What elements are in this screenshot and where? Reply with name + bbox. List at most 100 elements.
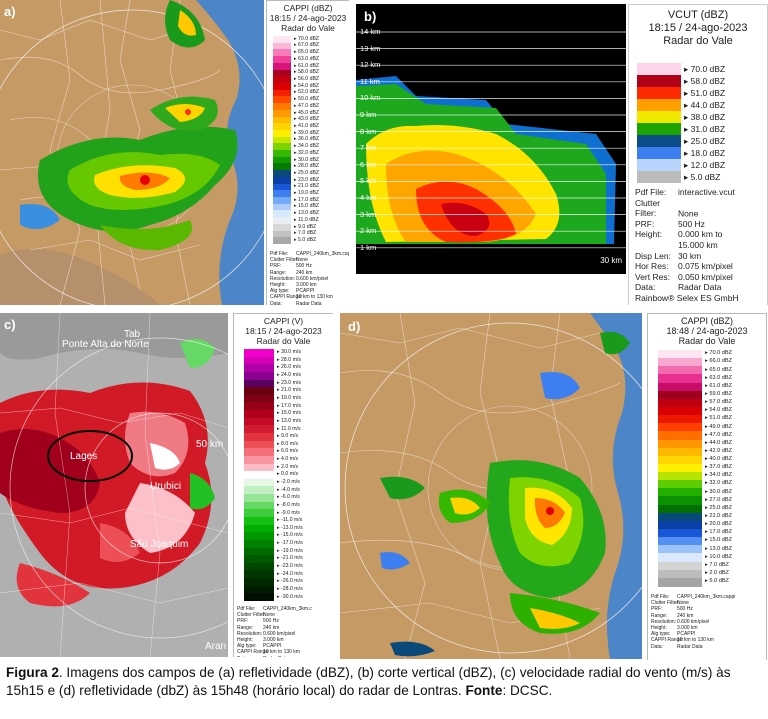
place-tab: Tab <box>124 329 141 340</box>
legend-value-label: ▸ 38.0 dBZ <box>684 111 726 122</box>
legend-color-swatch <box>637 99 681 111</box>
legend-color-swatch <box>273 156 291 164</box>
panel-a: a) CAPPI (dBZ) 18:15 / 24-ago-2023 Radar… <box>0 0 349 305</box>
legend-value-label: ▸ -24.0 m/s <box>277 570 303 577</box>
legend-info-value: 15.000 km <box>678 239 718 250</box>
legend-color-swatch <box>244 433 274 441</box>
legend-value-label: ▸ 8.0 m/s <box>277 440 299 447</box>
legend-info-row: Clutter Filter:None <box>651 600 735 606</box>
legend-value-label: ▸ 67.0 dBZ <box>294 42 320 49</box>
legend-info-row: Disp Len: 30 km <box>635 251 739 262</box>
panel-c-lages-ellipse <box>47 430 133 482</box>
legend-color-swatch <box>244 440 274 449</box>
legend-color-swatch <box>273 183 291 191</box>
legend-color-swatch <box>637 171 681 183</box>
panel-d-color-scale: ▸ 70.0 dBZ ▸ 66.0 dBZ ▸ 65.0 dBZ ▸ 63.0 dBZ… <box>658 350 764 587</box>
legend-value-label: ▸ 66.0 dBZ <box>705 358 733 365</box>
legend-info-key: Range: <box>270 269 287 276</box>
legend-info-row: Range: 240 km <box>237 625 312 631</box>
legend-color-swatch <box>658 415 702 425</box>
legend-color-swatch <box>273 210 291 218</box>
legend-info-value: PCAPPI <box>677 631 696 638</box>
legend-info-value: Radar Data <box>678 282 722 293</box>
legend-value-label: ▸ 11.0 dBZ <box>294 216 319 223</box>
panel-b-legend-title: VCUT (dBZ) <box>667 9 729 21</box>
legend-color-swatch <box>658 545 702 555</box>
legend-color-swatch <box>244 417 274 426</box>
legend-info-key: CAPPI Range: <box>237 649 270 656</box>
legend-color-swatch <box>244 585 274 594</box>
height-label: 12 km <box>360 60 381 70</box>
legend-color-swatch <box>273 223 291 231</box>
panel-d: d) CAPPI (dBZ) 18:48 / 24-ago-2023 Radar… <box>340 313 768 660</box>
legend-value-label: ▸ 17.0 dBZ <box>705 529 733 536</box>
legend-color-swatch <box>658 358 702 368</box>
legend-value-label: ▸ 13.0 m/s <box>277 417 301 424</box>
place-50km: 50 km <box>196 439 224 450</box>
legend-color-swatch <box>658 463 702 473</box>
legend-color-swatch <box>637 159 681 171</box>
legend-color-swatch <box>658 569 702 579</box>
legend-info-value: 240 km <box>296 269 313 276</box>
legend-info-value: 0.600 km/pixel <box>677 618 710 625</box>
legend-info-value: 0.050 km/pixel <box>678 271 733 282</box>
caption-source-label: Fonte <box>465 683 503 698</box>
legend-color-swatch <box>244 402 274 411</box>
place-aran: Aran <box>205 641 227 652</box>
legend-info-value: 240 km <box>677 612 694 619</box>
legend-info-key: Pdf File: <box>651 594 670 600</box>
height-label: 11 km <box>360 76 380 86</box>
legend-color-swatch <box>658 561 702 571</box>
legend-info-row: Height: 3.000 km <box>270 282 349 288</box>
height-label: 9 km <box>360 110 377 119</box>
legend-info-key: Resolution: <box>651 618 677 625</box>
legend-info-key: Range: <box>237 624 254 631</box>
legend-info-value: 500 Hz <box>678 218 705 229</box>
legend-color-swatch <box>658 520 702 530</box>
legend-color-swatch <box>637 87 681 99</box>
legend-value-label: ▸ 5.0 dBZ <box>705 578 729 585</box>
legend-value-label: ▸ 2.0 m/s <box>277 463 299 470</box>
panel-d-map: d) <box>340 313 642 659</box>
legend-info-value: Radar Data <box>263 656 289 657</box>
legend-value-label: ▸ -23.0 m/s <box>277 563 303 570</box>
legend-color-swatch <box>273 136 291 144</box>
legend-info-row: Data:Radar Data <box>237 656 312 657</box>
legend-value-label: ▸ 65.0 dBZ <box>294 49 320 56</box>
legend-value-label: ▸ 44.0 dBZ <box>705 439 733 446</box>
legend-info-row: Range: 240 km <box>270 270 349 276</box>
legend-value-label: ▸ 23.0 m/s <box>277 379 301 386</box>
legend-value-label: ▸ 61.0 dBZ <box>294 62 320 69</box>
legend-info-key: PRF: <box>651 606 663 613</box>
legend-info-value: PCAPPI <box>263 643 282 650</box>
legend-value-label: ▸ 0.0 m/s <box>277 471 299 478</box>
caption-text: . Imagens dos campos de (a) refletividad… <box>6 665 731 698</box>
legend-info-value: 3.000 km <box>263 637 284 644</box>
place-lages: Lages <box>70 451 98 462</box>
panel-d-radar-image <box>340 313 642 659</box>
legend-color-swatch <box>244 356 274 365</box>
legend-color-swatch <box>273 49 291 57</box>
panel-b-range-label: 30 km <box>600 256 622 265</box>
legend-value-label: ▸ 61.0 dBZ <box>705 382 733 389</box>
legend-value-label: ▸ 34.0 dBZ <box>294 143 320 150</box>
legend-color-swatch <box>273 237 291 245</box>
legend-value-label: ▸ 9.0 dBZ <box>294 223 317 230</box>
legend-color-swatch <box>244 539 274 548</box>
legend-color-swatch <box>637 135 681 147</box>
legend-info-key: Pdf File: <box>270 251 289 257</box>
legend-info-key: Alg type: <box>651 631 671 638</box>
legend-color-swatch <box>273 116 291 124</box>
legend-value-label: ▸ 9.0 m/s <box>277 433 299 440</box>
legend-value-label: ▸ -13.0 m/s <box>277 524 303 531</box>
legend-color-swatch <box>273 96 291 104</box>
height-label: 3 km <box>360 209 377 219</box>
legend-info-key: Range: <box>651 612 668 619</box>
legend-info-key: Height: <box>270 282 286 289</box>
legend-color-swatch <box>244 570 274 579</box>
legend-value-label: ▸ 57.0 dBZ <box>705 399 733 406</box>
legend-info-value: 30 km <box>678 250 702 261</box>
caption-source: : DCSC. <box>502 683 553 698</box>
legend-info-value: 240 km <box>263 624 280 631</box>
legend-value-label: ▸ 37.0 dBZ <box>705 464 733 471</box>
